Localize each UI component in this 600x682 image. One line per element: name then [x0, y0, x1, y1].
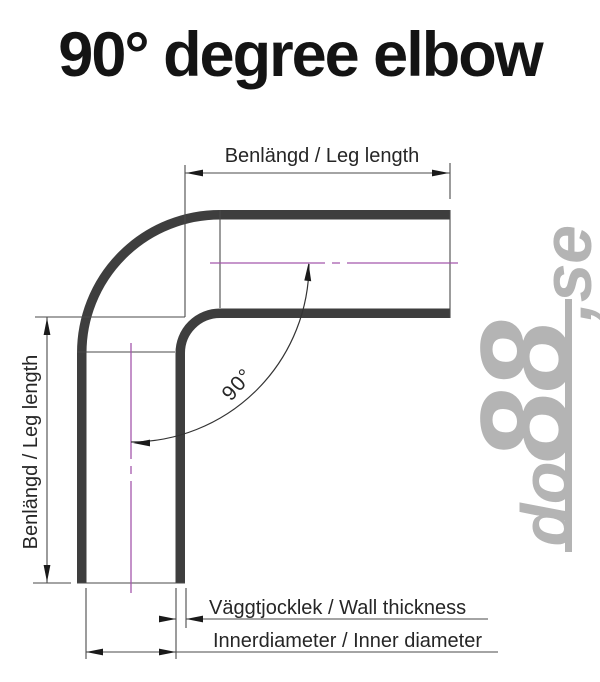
arrowhead-right	[432, 169, 449, 177]
page-title: 90° degree elbow	[58, 20, 543, 90]
arrowhead-down	[43, 565, 51, 582]
dimension-top-leg-length	[184, 163, 451, 317]
centerlines	[130, 262, 458, 593]
dimension-inner-diameter	[85, 588, 498, 659]
arrowhead-left	[186, 169, 203, 177]
top-leg-length-label: Benlängd / Leg length	[224, 145, 420, 167]
arrowhead-arc-bottom	[133, 439, 150, 447]
arrowhead-inner-right	[159, 648, 176, 656]
pipe-outer-wall	[77, 210, 450, 583]
dimension-wall-thickness	[159, 588, 488, 659]
arrowhead-inner-left	[86, 648, 103, 656]
do88-watermark: do88 ,se	[455, 206, 600, 566]
arrowhead-up	[43, 318, 51, 335]
pipe-body	[77, 210, 451, 584]
left-leg-length-label: Benlängd / Leg length	[20, 354, 42, 550]
watermark-do: do	[507, 462, 585, 547]
arrowhead-arc-top	[304, 263, 312, 282]
watermark-underline	[565, 299, 572, 552]
watermark-88: 88	[455, 321, 598, 463]
arrowhead-wall-left	[159, 615, 176, 623]
angle-arc	[130, 263, 310, 443]
pipe-inner-wall	[175, 308, 450, 583]
dimension-angle-90	[130, 263, 312, 447]
wall-thickness-label: Väggtjocklek / Wall thickness	[209, 597, 467, 619]
dimension-left-leg-length	[33, 316, 185, 584]
inner-diameter-label: Innerdiameter / Inner diameter	[213, 630, 483, 652]
arrowhead-wall-right	[186, 615, 203, 623]
